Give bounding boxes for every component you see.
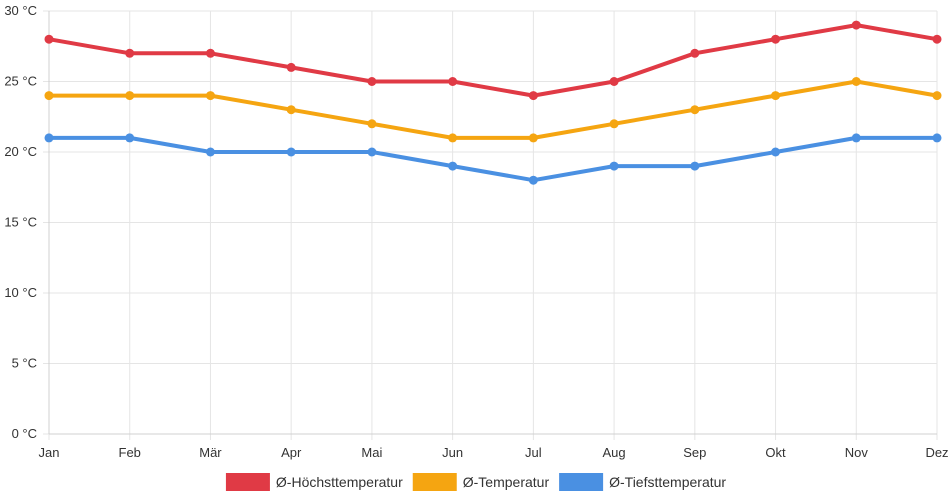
data-point[interactable] — [44, 133, 54, 143]
x-tick-label: Sep — [683, 445, 706, 460]
data-point[interactable] — [932, 133, 942, 143]
axis-layer: 0 °C 5 °C 10 °C 15 °C 20 °C 25 °C 30 °C Jan Feb M… — [4, 3, 948, 460]
x-tick-label: Feb — [119, 445, 141, 460]
series-line — [47, 79, 939, 140]
data-point[interactable] — [528, 175, 538, 185]
x-tick-label: Okt — [765, 445, 786, 460]
data-point[interactable] — [851, 77, 861, 86]
data-point[interactable] — [44, 91, 54, 101]
legend-swatch — [559, 473, 604, 491]
data-point[interactable] — [367, 119, 377, 129]
legend[interactable]: Ø-Höchsttemperatur Ø-Temperatur Ø-Tiefstte… — [225, 473, 726, 491]
data-point[interactable] — [286, 105, 296, 115]
data-point[interactable] — [528, 133, 538, 143]
data-point[interactable] — [286, 147, 296, 157]
y-tick-label: 10 °C — [4, 285, 37, 300]
data-point[interactable] — [125, 133, 135, 143]
x-tick-label: Apr — [281, 445, 302, 460]
series-2 — [44, 133, 942, 185]
grid-layer — [43, 10, 938, 440]
data-point[interactable] — [125, 48, 135, 58]
series-0 — [44, 20, 942, 101]
x-tick-label: Nov — [845, 445, 869, 460]
data-point[interactable] — [851, 20, 861, 30]
data-point[interactable] — [690, 161, 700, 171]
data-point[interactable] — [44, 34, 54, 44]
y-tick-label: 5 °C — [12, 356, 37, 371]
series-line — [47, 135, 939, 183]
data-point[interactable] — [528, 91, 538, 101]
data-point[interactable] — [690, 48, 700, 58]
x-tick-label: Jan — [39, 445, 60, 460]
series-1 — [44, 77, 942, 143]
data-point[interactable] — [609, 119, 619, 129]
x-tick-label: Jul — [525, 445, 542, 460]
data-point[interactable] — [205, 147, 215, 157]
legend-label: Ø-Temperatur — [463, 474, 550, 490]
y-tick-label: 30 °C — [4, 3, 37, 18]
data-point[interactable] — [448, 161, 458, 171]
series-layer — [44, 20, 942, 185]
x-tick-label: Aug — [603, 445, 626, 460]
data-point[interactable] — [771, 147, 781, 157]
y-tick-label: 15 °C — [4, 215, 37, 230]
data-point[interactable] — [448, 133, 458, 143]
data-point[interactable] — [932, 34, 942, 44]
x-tick-label: Mär — [199, 445, 222, 460]
legend-label: Ø-Tiefsttemperatur — [609, 474, 726, 490]
data-point[interactable] — [771, 34, 781, 44]
legend-item[interactable]: Ø-Tiefsttemperatur — [559, 473, 726, 491]
data-point[interactable] — [609, 161, 619, 171]
x-tick-label: Mai — [361, 445, 382, 460]
data-point[interactable] — [367, 147, 377, 157]
data-point[interactable] — [609, 77, 619, 86]
data-point[interactable] — [125, 91, 135, 101]
series-line — [47, 23, 939, 98]
y-tick-label: 25 °C — [4, 74, 37, 89]
data-point[interactable] — [205, 48, 215, 58]
y-tick-label: 20 °C — [4, 144, 37, 159]
data-point[interactable] — [448, 77, 458, 86]
x-tick-label: Dez — [925, 445, 948, 460]
legend-item[interactable]: Ø-Temperatur — [412, 473, 550, 491]
data-point[interactable] — [932, 91, 942, 101]
x-tick-label: Jun — [442, 445, 463, 460]
y-tick-label: 0 °C — [12, 426, 37, 441]
legend-item[interactable]: Ø-Höchsttemperatur — [225, 473, 403, 491]
data-point[interactable] — [367, 77, 377, 86]
data-point[interactable] — [851, 133, 861, 143]
legend-swatch — [225, 473, 270, 491]
data-point[interactable] — [286, 62, 296, 72]
data-point[interactable] — [690, 105, 700, 115]
legend-label: Ø-Höchsttemperatur — [276, 474, 403, 490]
data-point[interactable] — [771, 91, 781, 101]
legend-swatch — [412, 473, 457, 491]
data-point[interactable] — [205, 91, 215, 101]
